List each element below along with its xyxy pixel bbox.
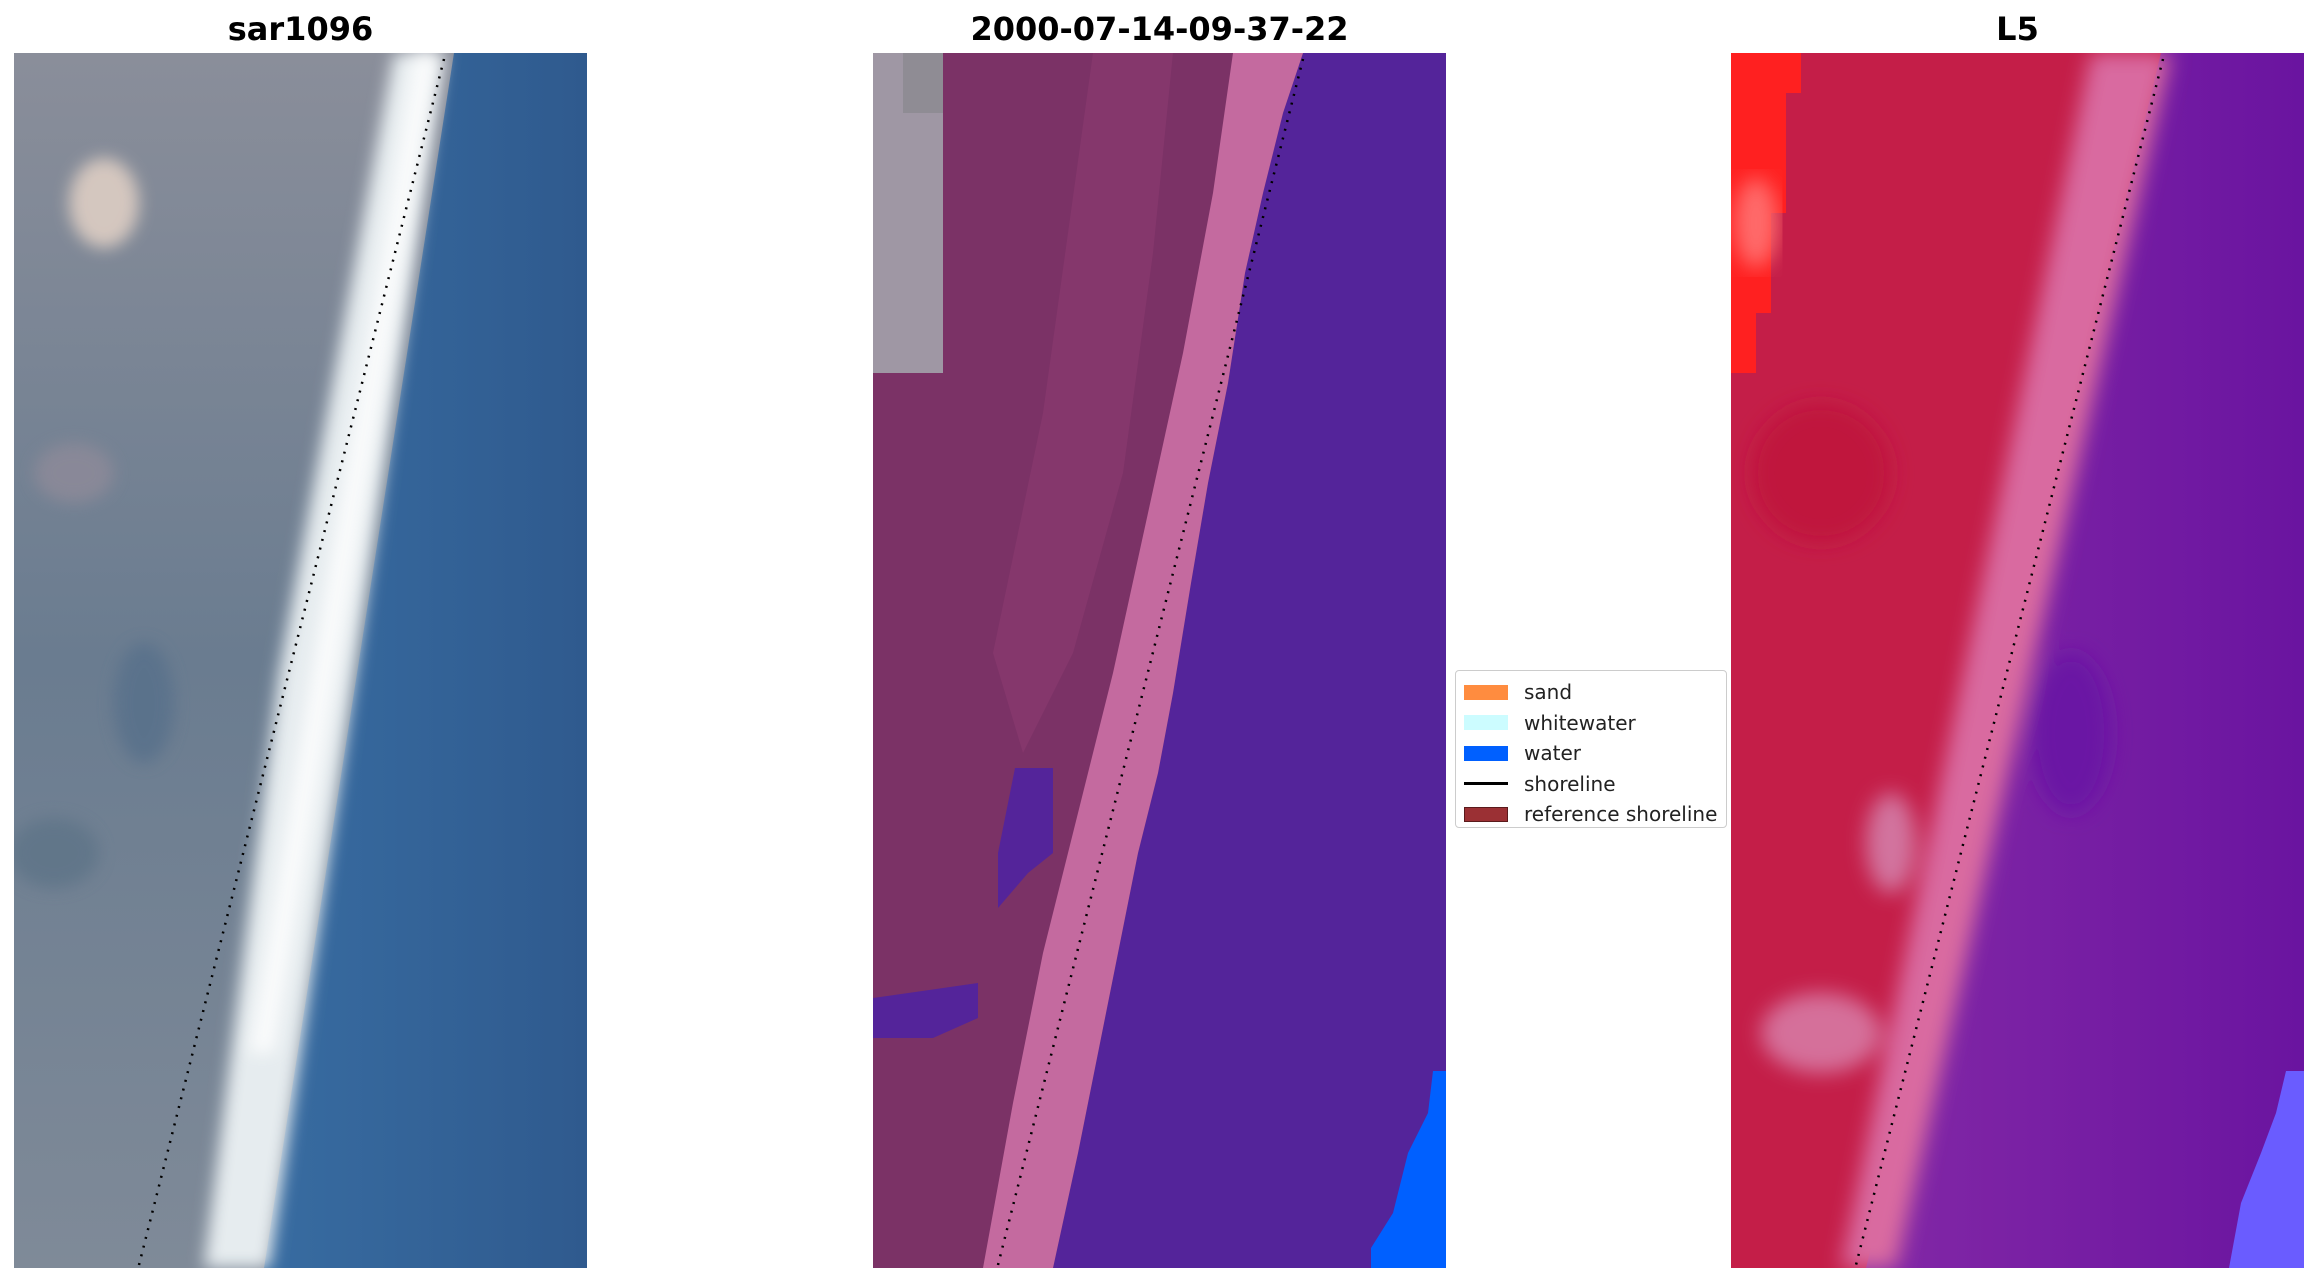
shoreline-line-swatch (1464, 776, 1508, 791)
legend-label: whitewater (1524, 710, 1636, 735)
legend-item-shoreline: shoreline (1464, 769, 1718, 800)
panel-title-1: sar1096 (227, 10, 374, 48)
whitewater-swatch (1464, 715, 1508, 731)
legend-label: reference shoreline (1524, 802, 1718, 827)
legend-item-reference-shoreline: reference shoreline (1464, 799, 1718, 830)
water-swatch (1464, 745, 1508, 761)
reference-shoreline-swatch (1464, 806, 1508, 822)
legend-label: sand (1524, 680, 1573, 705)
legend: sand whitewater water shoreline referenc… (1455, 670, 1727, 828)
legend-item-water: water (1464, 738, 1718, 769)
classified-image (873, 53, 1446, 1268)
legend-label: shoreline (1524, 771, 1616, 796)
satellite-rgb-image (14, 53, 587, 1268)
legend-label: water (1524, 741, 1581, 766)
legend-item-sand: sand (1464, 677, 1718, 708)
false-color-image (1731, 53, 2304, 1268)
sand-swatch (1464, 684, 1508, 700)
legend-item-whitewater: whitewater (1464, 708, 1718, 739)
panel-title-3: L5 (1996, 10, 2039, 48)
panel-title-2: 2000-07-14-09-37-22 (970, 10, 1349, 48)
